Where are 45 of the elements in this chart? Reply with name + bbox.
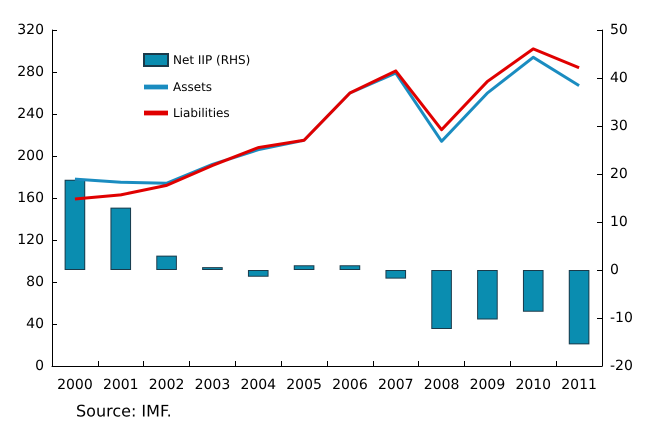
x-tick-label: 2011: [561, 377, 597, 393]
bar: [522, 270, 544, 312]
x-tick-label: 2009: [470, 377, 506, 393]
legend-label: Net IIP (RHS): [173, 53, 250, 67]
bar: [477, 270, 498, 320]
bar: [248, 270, 269, 277]
x-tick-label: 2003: [194, 377, 230, 393]
y-tick-label: 80: [26, 274, 44, 290]
line-series: [73, 47, 581, 201]
x-tick-label: 2000: [57, 377, 93, 393]
y-tick-label: 200: [17, 148, 44, 164]
bar: [294, 265, 314, 270]
y-tick-label: 40: [26, 316, 44, 332]
x-tick-label: 2006: [332, 377, 368, 393]
y2-tick-label: -20: [610, 358, 633, 374]
y2-tick-label: 30: [610, 118, 628, 134]
y2-tick-label: 50: [610, 22, 628, 38]
bar: [568, 270, 590, 344]
x-tick-label: 2010: [515, 377, 552, 393]
bar: [156, 256, 177, 270]
y2-tick-label: -10: [610, 310, 633, 326]
x-tick-label: 2007: [378, 377, 414, 393]
y2-tick-label: 40: [610, 70, 628, 86]
x-tick-label: 2001: [102, 377, 139, 393]
x-tick-label: 2002: [148, 377, 184, 393]
y-tick-label: 160: [17, 190, 44, 206]
y-tick-label: 120: [17, 232, 44, 248]
x-tick-label: 2005: [286, 377, 322, 393]
bar: [431, 270, 452, 330]
bar: [385, 270, 406, 279]
y2-tick-label: 10: [610, 214, 628, 230]
legend-label: Assets: [173, 80, 212, 94]
x-tick-label: 2004: [240, 377, 276, 393]
bar: [64, 180, 86, 270]
legend-label: Liabilities: [173, 106, 230, 120]
y-tick-label: 280: [17, 64, 44, 80]
y-tick-label: 320: [17, 22, 44, 38]
x-tick-label: 2008: [424, 377, 460, 393]
y-tick-label: 0: [35, 358, 44, 374]
bar: [110, 208, 132, 270]
y2-tick-label: 20: [610, 166, 628, 182]
y-tick-label: 240: [17, 106, 44, 122]
bar: [340, 265, 360, 270]
source-note: Source: IMF.: [76, 402, 172, 420]
y2-tick-label: 0: [610, 262, 619, 278]
